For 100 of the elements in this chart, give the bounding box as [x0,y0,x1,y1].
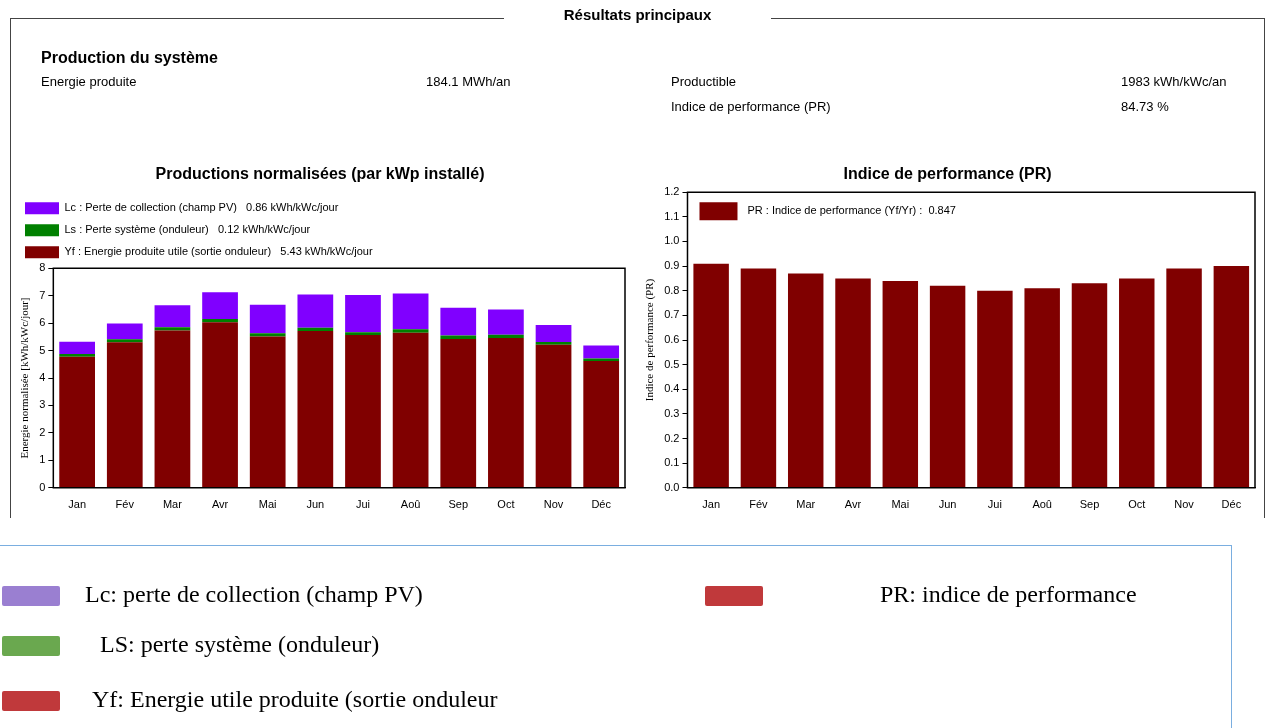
legend-label: Ls : Perte système (onduleur) 0.12 kWh/kWc/jour [64,223,311,236]
bar [154,305,191,328]
text: Résultats principaux [503,6,772,23]
bar [835,278,871,488]
x-tick-label: Jun [306,498,325,511]
bar [106,339,143,343]
legend-label: Lc : Perte de collection (champ PV) 0.86 kWh/kWc/jour [64,201,339,214]
bar [106,342,143,488]
y-axis-title: Energie normalisée [kWh/kWc/jour] [18,297,31,459]
text: 184.1 MWh/an [426,74,511,89]
bar [297,294,334,328]
y-tick-label: 0.4 [664,382,680,395]
bar [345,295,381,333]
x-tick-label: Aoû [400,498,421,511]
bar [392,293,429,330]
bar [440,307,477,336]
bar [583,345,620,359]
y-axis-title: Indice de performance (PR) [643,278,657,402]
bar [488,334,524,338]
text: 84.73 % [1121,99,1169,114]
x-tick-label: Aoû [1032,498,1052,511]
bar [59,354,95,357]
legend-label: PR : Indice de performance (Yf/Yr) : 0.847 [747,204,956,217]
bar [1024,288,1060,488]
bar [535,344,572,488]
bar [440,339,477,488]
bar [583,360,620,488]
y-tick-label: 2 [39,425,46,438]
text: LS: perte système (onduleur) [100,631,380,658]
y-tick-label: 8 [39,261,46,274]
y-tick-label: 1.2 [664,185,680,198]
bar [297,327,334,332]
y-tick-label: 0.1 [664,456,680,469]
bar [1213,266,1250,488]
x-tick-label: Déc [591,498,612,511]
y-tick-label: 1 [39,453,46,466]
y-tick-label: 1.1 [664,209,680,222]
text: Indice de performance (PR) [671,99,831,114]
bar [440,335,477,340]
bar [392,329,429,333]
y-tick-label: 0 [39,480,46,493]
bar [59,356,95,488]
chart-title: Indice de performance (PR) [843,165,1052,183]
text: Yf: Energie utile produite (sortie onduleur [92,686,498,713]
bar [977,290,1013,488]
bar [740,268,777,488]
y-tick-label: 7 [39,288,46,301]
x-tick-label: Mai [258,498,277,511]
x-tick-label: Jui [987,498,1002,511]
bar [249,304,286,334]
x-tick-label: Avr [844,498,862,511]
bar [249,333,286,337]
x-tick-label: Jan [68,498,87,511]
bar [154,330,191,488]
text: PR: indice de performance [880,581,1137,608]
x-tick-label: Oct [1128,498,1146,511]
x-tick-label: Mar [162,498,183,511]
bar [693,263,729,488]
y-tick-label: 0.9 [664,259,680,272]
y-tick-label: 0.7 [664,308,680,321]
y-tick-label: 3 [39,398,46,411]
x-tick-label: Sep [448,498,469,511]
x-tick-label: Jui [355,498,371,511]
text: Lc: perte de collection (champ PV) [85,581,423,608]
x-tick-label: Fév [115,498,135,511]
bar [297,331,334,488]
bar [488,337,524,488]
bar [202,318,238,323]
legend-label: Yf : Energie produite utile (sortie onduleur) 5.43 kWh/kWc/jour [64,245,373,258]
x-tick-label: Mar [796,498,816,511]
x-tick-label: Jan [702,498,721,511]
text: Production du système [41,49,218,67]
y-tick-label: 0.6 [664,333,680,346]
bar [392,332,429,488]
bar [929,285,966,488]
x-tick-label: Déc [1221,498,1242,511]
bar [1071,283,1108,488]
bar [535,342,572,345]
y-tick-label: 0.8 [664,283,680,296]
bar [535,325,572,343]
text: 1983 kWh/kWc/an [1121,74,1227,89]
y-tick-label: 0.2 [664,431,680,444]
bar [202,292,238,319]
y-tick-label: 0.5 [664,357,680,370]
x-tick-label: Mai [891,498,910,511]
y-tick-label: 1.0 [664,234,680,247]
x-tick-label: Oct [497,498,515,511]
bar [1119,278,1155,488]
y-tick-label: 0.3 [664,406,680,419]
bar [882,280,919,488]
bar [202,322,238,488]
bar [787,273,824,488]
x-tick-label: Sep [1079,498,1100,511]
text: Energie produite [41,74,137,89]
bar [249,336,286,488]
x-tick-label: Jun [938,498,957,511]
bar [345,332,381,335]
bar [345,334,381,488]
x-tick-label: Nov [1174,498,1195,511]
x-tick-label: Nov [543,498,564,511]
